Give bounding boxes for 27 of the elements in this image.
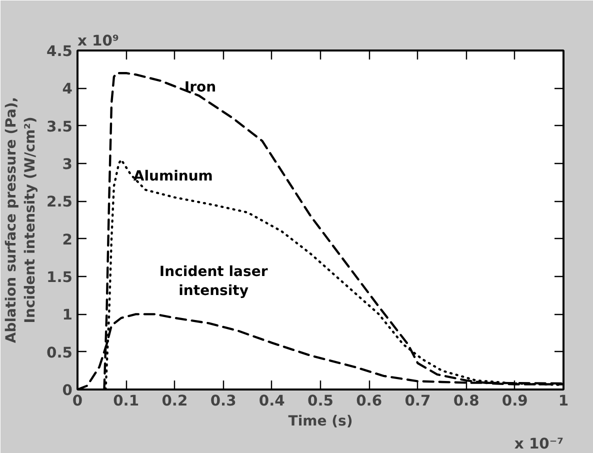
y-tick-label: 3: [62, 156, 73, 173]
y-tick-label: 1.5: [46, 269, 73, 286]
x-tick-label: 0.5: [308, 392, 334, 410]
series-label: Iron: [184, 80, 216, 96]
text: x 10⁹: [78, 32, 119, 50]
y-axis-title: Ablation surface pressure (Pa), Incident intensity (W/cm²): [3, 96, 39, 344]
y-tick-label: 4: [62, 80, 73, 98]
x-tick-label: 0.9: [502, 392, 528, 410]
y-tick-label: 3.5: [46, 118, 73, 136]
y-tick-label: 1: [62, 306, 73, 324]
x-tick-label: 0.6: [356, 392, 382, 410]
y-tick-label: 2: [62, 231, 73, 248]
text: x 10⁻⁷: [514, 436, 564, 452]
x-tick-label: 0.8: [453, 392, 480, 410]
x-tick-label: 0.4: [258, 392, 285, 410]
y-tick-label: 2.5: [46, 194, 73, 211]
y-tick-label: 0.5: [46, 344, 73, 362]
y-tick-label: 0: [62, 382, 73, 399]
series-label: Aluminum: [133, 168, 213, 185]
x-tick-label: 0.7: [404, 392, 431, 410]
x-tick-label: 0.2: [162, 392, 188, 410]
x-tick-label: 0.3: [210, 392, 236, 410]
x-tick-label: 1: [558, 392, 569, 410]
series-label: Incident laser intensity: [159, 264, 268, 300]
x-axis-title: Time (s): [288, 414, 353, 430]
y-tick-label: 4.5: [46, 43, 73, 60]
x-tick-label: 0.1: [113, 392, 140, 410]
